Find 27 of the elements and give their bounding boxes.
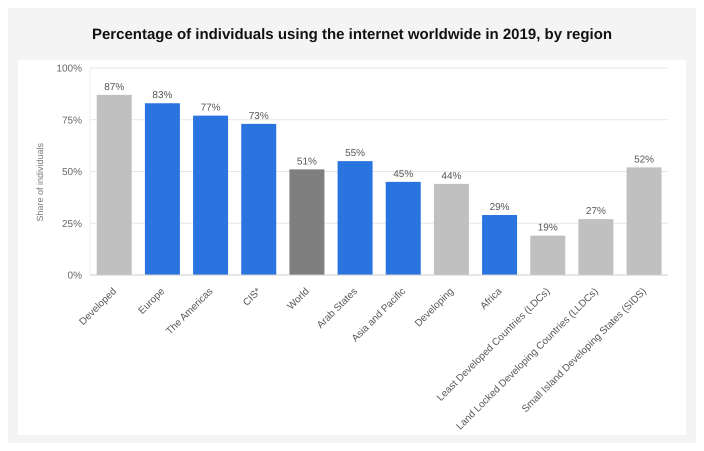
- bar: [144, 103, 180, 275]
- data-label: 44%: [441, 170, 462, 182]
- bar: [482, 214, 518, 275]
- bar: [386, 182, 421, 275]
- data-label: 87%: [104, 82, 124, 93]
- chart-title: Percentage of individuals using the internet worldwide in 2019, by region: [90, 26, 614, 43]
- bar: [289, 169, 324, 275]
- data-label: 73%: [248, 110, 269, 122]
- bar: [241, 124, 276, 275]
- data-label: 45%: [393, 168, 414, 180]
- bar: [193, 116, 228, 275]
- y-tick-label: 0%: [68, 270, 82, 282]
- y-tick-label: 50%: [62, 167, 82, 178]
- y-tick-label: 75%: [62, 115, 82, 126]
- data-label: 55%: [345, 148, 366, 160]
- data-label: 77%: [200, 102, 221, 114]
- data-label: 27%: [586, 206, 606, 218]
- y-axis-title: Share of individuals: [35, 142, 46, 222]
- x-tick-label: CIS*: [241, 286, 264, 308]
- data-label: 51%: [296, 156, 318, 168]
- data-label: 83%: [152, 90, 173, 102]
- bar: [338, 161, 373, 275]
- y-tick-label: 25%: [62, 218, 82, 230]
- data-label: 19%: [538, 222, 558, 234]
- y-tick-label: 100%: [56, 64, 82, 75]
- data-label: 29%: [490, 202, 510, 213]
- data-label: 52%: [634, 154, 654, 166]
